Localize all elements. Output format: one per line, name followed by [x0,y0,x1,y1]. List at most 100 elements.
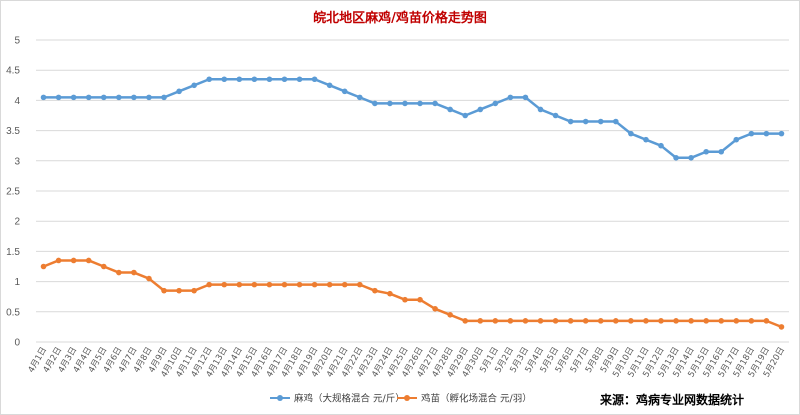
data-point [296,76,303,83]
data-point [70,94,77,101]
data-point [613,118,619,125]
data-point [673,318,679,324]
data-point [613,318,619,324]
data-point [658,142,664,149]
data-point [643,318,649,324]
data-point [311,76,318,83]
data-point [628,318,634,324]
data-point [522,94,529,101]
data-point [311,281,318,288]
y-tick-label: 1.5 [6,247,20,258]
legend: 麻鸡（大规格混合 元/斤） 鸡苗（孵化场混合 元/羽） [270,393,532,405]
legend-marker-series-1 [277,395,283,401]
y-tick-label: 3 [14,156,20,167]
y-tick-label: 5 [14,36,20,47]
y-tick-label: 4.5 [6,66,20,77]
data-point [176,287,182,294]
series-line-1 [43,78,782,160]
y-tick-label: 1 [14,277,20,288]
data-point [597,118,604,125]
data-point [477,318,484,324]
data-point [191,287,197,294]
data-point [356,94,363,101]
data-point [763,318,770,324]
data-point [688,318,694,324]
data-point [116,269,122,276]
data-point [70,257,77,264]
data-point [537,318,544,324]
data-point [567,118,574,125]
data-point [477,106,484,113]
data-point [778,130,785,137]
data-point [161,287,167,294]
series-line-2 [43,259,782,329]
data-point [40,263,47,270]
gridlines [36,39,789,343]
data-point [733,318,740,324]
data-point [387,100,393,107]
data-point [417,296,423,303]
data-point [447,312,453,318]
data-point [387,290,393,297]
data-point [628,130,634,137]
data-point [372,287,378,294]
data-point [281,281,288,288]
data-point [492,318,499,324]
data-point [85,257,92,264]
data-point [266,76,273,83]
data-point [778,324,785,330]
data-point [703,318,709,324]
data-point [55,94,62,101]
data-point [266,281,273,288]
data-point [582,118,589,125]
data-point [402,100,408,107]
data-point [100,263,107,270]
data-point [131,94,137,101]
data-point [417,100,423,107]
data-point [658,318,664,324]
data-point [567,318,574,324]
data-point [146,94,152,101]
data-point [221,281,228,288]
data-point [251,76,258,83]
x-axis-ticks: 4月1日4月2日4月3日4月4日4月5日4月6日4月7日4月8日4月9日4月10… [27,345,788,379]
data-point [341,88,348,95]
y-axis-ticks: 0 0.5 1 1.5 2 2.5 3 3.5 4 4.5 5 [6,36,20,349]
data-point [673,154,679,161]
data-point [718,318,725,324]
data-point [507,94,514,101]
data-point [356,281,363,288]
data-point [281,76,288,83]
data-point [522,318,529,324]
series-lines [40,76,785,330]
data-point [221,76,228,83]
data-point [733,136,740,143]
data-point [507,318,514,324]
data-point [552,318,559,324]
data-point [131,269,137,276]
data-point [643,136,649,143]
data-point [462,112,469,119]
data-point [748,318,755,324]
legend-marker-series-2 [404,395,410,401]
data-point [447,106,453,113]
legend-label-series-1: 麻鸡（大规格混合 元/斤） [294,393,405,405]
data-point [296,281,303,288]
y-tick-label: 4 [14,96,20,107]
data-point [372,100,378,107]
data-point [206,76,212,83]
data-point [402,296,408,303]
y-tick-label: 2 [14,217,20,228]
y-tick-label: 0.5 [6,307,20,318]
data-point [326,281,333,288]
data-point [191,82,197,89]
chart-title: 皖北地区麻鸡/鸡苗价格走势图 [313,10,487,26]
data-point [116,94,122,101]
series-2 [40,257,785,330]
data-point [206,281,212,288]
data-point [146,275,152,282]
data-point [326,82,333,89]
source-note: 来源：鸡病专业网数据统计 [599,392,744,407]
